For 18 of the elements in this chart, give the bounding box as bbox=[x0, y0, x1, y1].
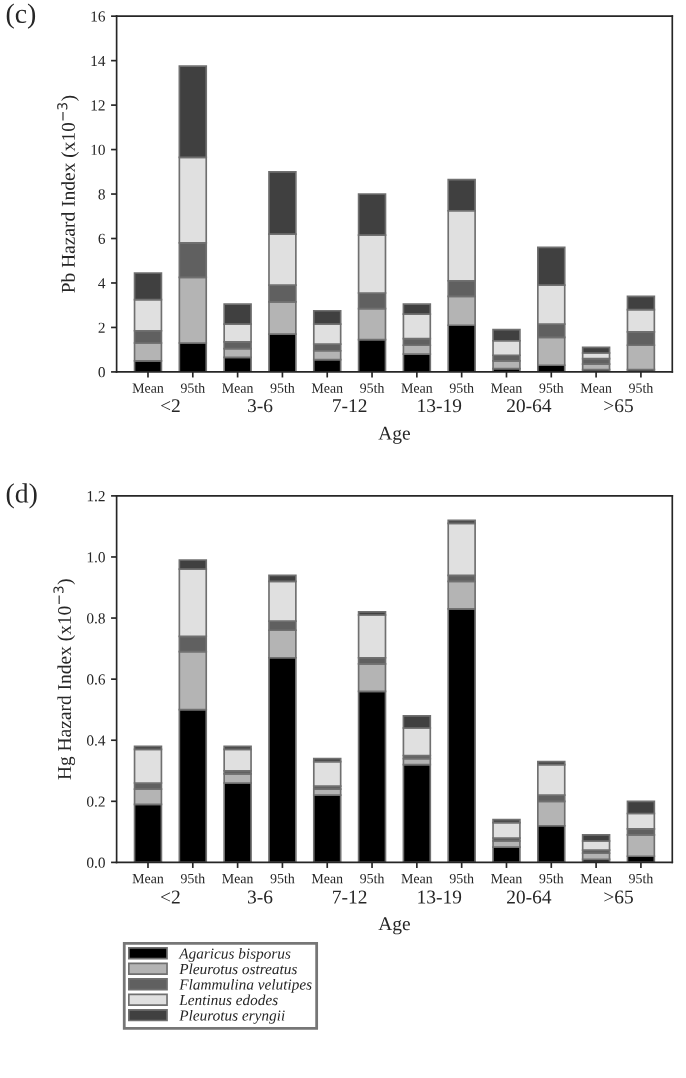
x-axis-title: Age bbox=[378, 917, 410, 935]
chart-title: (c) bbox=[6, 3, 36, 29]
text: 13-19 bbox=[418, 890, 462, 904]
text: 13-19 bbox=[418, 399, 462, 413]
text: <2 bbox=[161, 890, 180, 904]
text: 20-64 bbox=[507, 399, 552, 413]
text: <2 bbox=[161, 399, 180, 413]
y-axis-title: Pb Hazard Index (x10$^{−3}$) bbox=[57, 95, 79, 293]
x-axis-title: Age bbox=[378, 426, 410, 444]
text: >65 bbox=[604, 890, 633, 904]
text: 7-12 bbox=[333, 890, 367, 904]
text: 3-6 bbox=[247, 399, 273, 413]
chart-title: (d) bbox=[6, 483, 37, 509]
text: 3-6 bbox=[247, 890, 273, 904]
text: >65 bbox=[604, 399, 633, 413]
y-axis-title: Hg Hazard Index (x10$^{−3}$) bbox=[53, 579, 76, 780]
text: 20-64 bbox=[507, 890, 552, 904]
text: 7-12 bbox=[333, 399, 367, 413]
